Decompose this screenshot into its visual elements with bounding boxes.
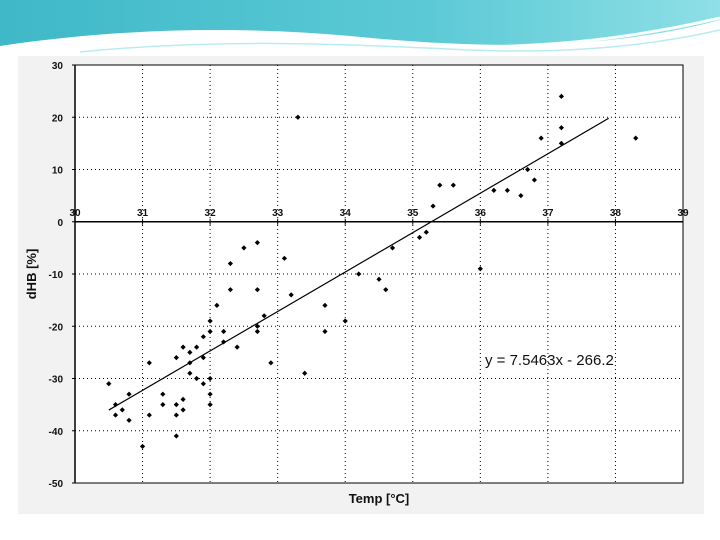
chart-frame: 30 31 32 33 34 35 36 37 38 39 30 20 10 0 -10 -20 -30 -40…	[18, 56, 704, 514]
data-point	[525, 166, 531, 173]
data-point	[227, 260, 233, 267]
x-tick-label: 32	[205, 208, 217, 219]
data-point	[221, 339, 227, 345]
data-point	[430, 203, 436, 209]
y-tick-label: -50	[49, 479, 64, 490]
data-point	[356, 271, 362, 277]
data-point	[322, 328, 328, 335]
data-point	[254, 328, 260, 335]
y-tick-label: 10	[52, 166, 64, 177]
x-tick-label: 35	[407, 208, 419, 219]
data-point	[194, 344, 200, 350]
slide-header-decoration	[0, 0, 720, 53]
data-point	[538, 135, 544, 141]
data-point	[126, 391, 132, 397]
data-point	[416, 234, 423, 241]
x-tick-label: 30	[69, 208, 81, 219]
data-point	[221, 328, 227, 335]
data-point	[383, 287, 389, 293]
data-point	[146, 412, 152, 418]
data-point	[187, 349, 193, 355]
axes-layer	[72, 64, 684, 484]
data-point	[558, 93, 564, 99]
data-point	[200, 334, 206, 340]
data-point	[160, 391, 166, 397]
data-point	[112, 412, 119, 418]
y-tick-label: 0	[57, 218, 63, 229]
scatter-chart: 30 31 32 33 34 35 36 37 38 39 30 20 10 0 -10 -20 -30 -40…	[24, 61, 689, 506]
data-point	[173, 355, 179, 361]
data-point	[207, 328, 213, 335]
y-tick-label: -40	[49, 427, 64, 438]
data-point	[187, 370, 193, 376]
trendline-equation: y = 7.5463x - 266.2	[485, 352, 614, 369]
x-tick-label: 38	[610, 208, 622, 219]
data-point	[437, 182, 443, 188]
data-point	[200, 381, 206, 387]
trendline	[108, 117, 609, 411]
data-point	[200, 355, 206, 361]
header-wave-highlight	[0, 16, 720, 52]
data-point	[112, 402, 119, 408]
x-tick-labels: 30 31 32 33 34 35 36 37 38 39	[69, 208, 689, 219]
data-point	[207, 402, 213, 408]
data-point	[207, 391, 213, 397]
x-tick-label: 31	[137, 208, 149, 219]
x-tick-label: 36	[475, 208, 487, 219]
y-axis-title: dHB [%]	[24, 249, 39, 300]
data-point	[450, 182, 456, 188]
trendline-layer	[108, 117, 609, 411]
data-point	[207, 318, 213, 324]
data-point	[227, 287, 233, 293]
data-point	[254, 323, 260, 329]
data-point	[126, 417, 132, 423]
data-point	[119, 407, 125, 413]
data-point	[173, 402, 179, 408]
data-point	[558, 140, 564, 146]
x-tick-label: 39	[677, 208, 689, 219]
y-tick-label: -30	[49, 375, 64, 386]
data-point	[389, 245, 396, 251]
data-point	[146, 360, 152, 366]
x-tick-label: 33	[272, 208, 284, 219]
x-tick-label: 37	[542, 208, 554, 219]
data-point	[281, 255, 288, 261]
x-axis-title: Temp [°C]	[349, 491, 410, 506]
data-point	[194, 375, 200, 382]
y-tick-label: 20	[52, 113, 64, 124]
data-point	[180, 344, 186, 350]
data-point	[160, 402, 166, 408]
data-points	[106, 93, 639, 450]
data-point	[518, 193, 524, 199]
data-point	[180, 407, 186, 413]
data-point	[180, 396, 186, 402]
data-point	[234, 344, 240, 350]
grid-layer	[74, 64, 684, 484]
data-point	[423, 229, 429, 235]
header-wave-line	[79, 29, 720, 53]
data-point	[187, 360, 193, 366]
y-tick-label: -20	[49, 322, 64, 333]
data-point	[302, 370, 308, 376]
data-point	[504, 187, 510, 193]
y-tick-labels: 30 20 10 0 -10 -20 -30 -40 -50	[49, 61, 64, 490]
data-point	[342, 318, 348, 324]
data-point	[173, 433, 179, 439]
data-point	[173, 412, 179, 418]
data-point	[531, 177, 537, 183]
data-point	[207, 375, 213, 382]
header-wave-band	[0, 0, 720, 46]
data-point	[106, 381, 112, 387]
x-tick-label: 34	[340, 208, 352, 219]
y-tick-label: 30	[52, 61, 64, 72]
data-point	[558, 125, 564, 131]
data-point	[633, 135, 639, 141]
data-point	[491, 187, 497, 193]
data-point	[241, 245, 247, 251]
y-tick-label: -10	[49, 270, 64, 281]
